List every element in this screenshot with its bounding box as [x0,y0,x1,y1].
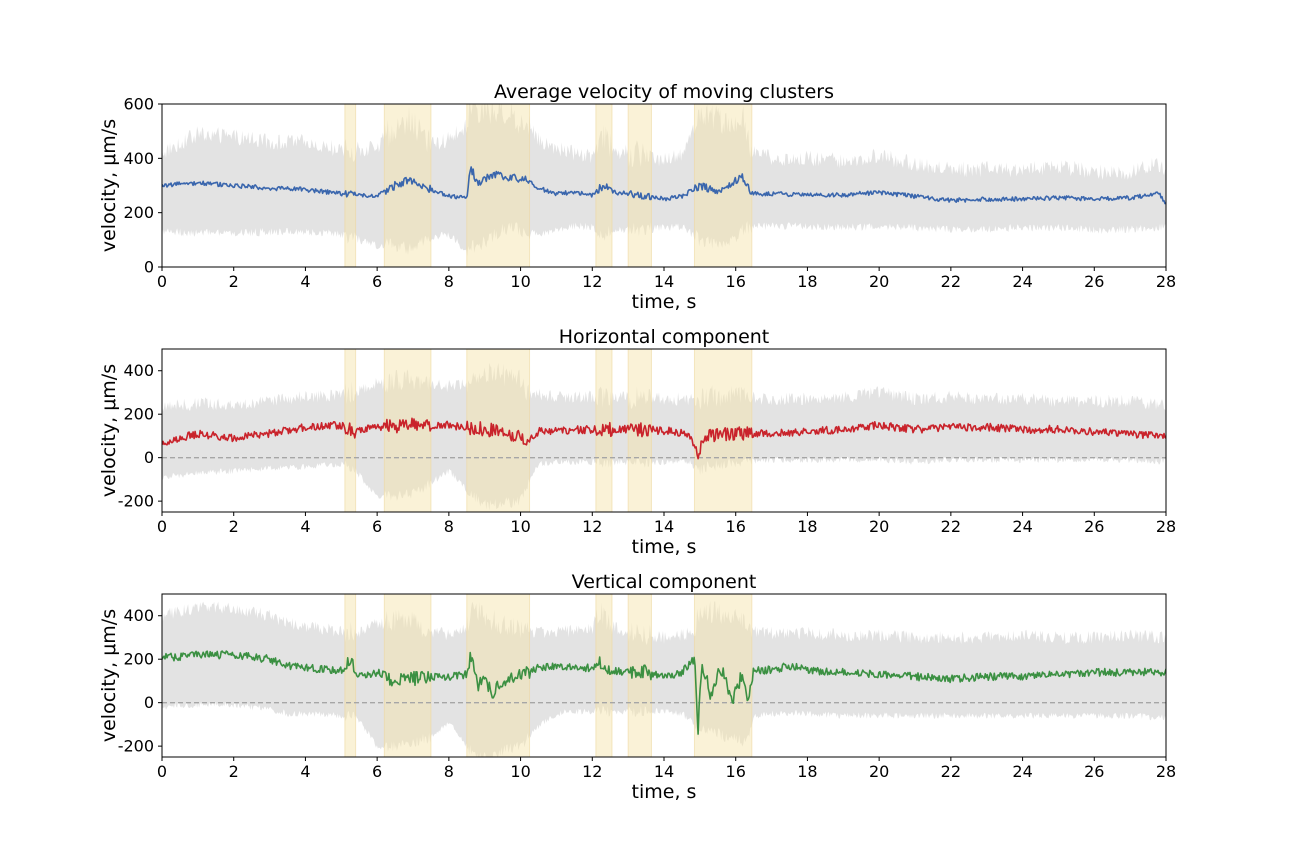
y-tick-label: 200 [123,405,154,424]
x-tick-label: 20 [869,272,889,291]
x-tick-label: 26 [1084,517,1104,536]
x-axis-label: time, s [632,781,697,803]
x-tick-label: 22 [941,272,961,291]
subplot-3: 0 2 4 6 8 10 12 14 16 18 20 22 24 26 28-2000200400Vert… [98,571,1176,803]
series-line [162,166,1166,205]
x-tick-label: 16 [726,517,746,536]
y-tick-label: 400 [123,361,154,380]
highlight-span-1 [344,594,357,757]
x-tick-label: 14 [654,272,674,291]
x-tick-label: 8 [444,762,454,781]
x-tick-label: 22 [941,762,961,781]
x-tick-label: 2 [229,272,239,291]
x-tick-label: 14 [654,762,674,781]
x-tick-label: 10 [510,272,530,291]
y-tick-label: -200 [118,492,154,511]
x-tick-label: 2 [229,517,239,536]
x-tick-label: 16 [726,272,746,291]
x-tick-label: 24 [1012,517,1032,536]
y-tick-label: 200 [123,203,154,222]
variability-band [162,104,1166,257]
subplot-1: 0 2 4 6 8 10 12 14 16 18 20 22 24 26 280200400600Avera… [98,81,1176,313]
x-tick-label: 20 [869,762,889,781]
series-line [162,650,1166,735]
y-tick-label: 0 [144,693,154,712]
y-tick-label: 200 [123,650,154,669]
y-tick-label: 0 [144,258,154,277]
x-tick-label: 8 [444,517,454,536]
x-tick-label: 12 [582,762,602,781]
variability-band [162,601,1166,757]
subplots: 0 2 4 6 8 10 12 14 16 18 20 22 24 26 280200400600Avera… [98,81,1176,803]
x-tick-label: 12 [582,517,602,536]
chart-title: Average velocity of moving clusters [494,81,834,103]
x-tick-label: 18 [797,762,817,781]
x-axis-label: time, s [632,291,697,313]
x-tick-label: 28 [1156,272,1176,291]
x-tick-label: 26 [1084,272,1104,291]
x-tick-label: 6 [372,517,382,536]
x-tick-label: 0 [157,762,167,781]
y-axis-label: velocity, μm/s [98,364,120,497]
y-tick-label: -200 [118,737,154,756]
x-tick-label: 18 [797,517,817,536]
x-tick-label: 0 [157,272,167,291]
highlight-span-3 [466,104,531,267]
x-tick-label: 12 [582,272,602,291]
x-tick-label: 28 [1156,517,1176,536]
plot-area [162,104,1166,267]
subplot-2: 0 2 4 6 8 10 12 14 16 18 20 22 24 26 28-2000200400Hori… [98,326,1176,558]
x-tick-label: 14 [654,517,674,536]
x-tick-label: 10 [510,762,530,781]
x-tick-label: 4 [300,762,310,781]
x-tick-label: 10 [510,517,530,536]
x-tick-label: 6 [372,272,382,291]
x-tick-label: 16 [726,762,746,781]
x-tick-label: 18 [797,272,817,291]
highlight-span-2 [383,349,432,512]
x-tick-label: 4 [300,272,310,291]
chart-title: Vertical component [572,571,757,593]
x-tick-label: 26 [1084,762,1104,781]
x-tick-label: 28 [1156,762,1176,781]
highlight-span-4 [595,594,613,757]
plot-area [162,349,1166,512]
y-tick-label: 600 [123,95,154,114]
x-tick-label: 8 [444,272,454,291]
highlight-span-5 [627,104,652,267]
x-axis-label: time, s [632,536,697,558]
x-tick-label: 24 [1012,272,1032,291]
highlight-span-1 [344,104,357,267]
series-line [162,417,1166,460]
x-tick-label: 24 [1012,762,1032,781]
x-tick-label: 2 [229,762,239,781]
plot-area [162,594,1166,757]
x-tick-label: 22 [941,517,961,536]
y-axis-label: velocity, μm/s [98,119,120,252]
x-tick-label: 20 [869,517,889,536]
x-tick-label: 0 [157,517,167,536]
x-tick-label: 6 [372,762,382,781]
variability-band [162,362,1166,511]
y-tick-label: 400 [123,606,154,625]
y-tick-label: 400 [123,149,154,168]
x-tick-label: 4 [300,517,310,536]
y-tick-label: 0 [144,448,154,467]
chart-title: Horizontal component [559,326,770,348]
y-axis-label: velocity, μm/s [98,609,120,742]
